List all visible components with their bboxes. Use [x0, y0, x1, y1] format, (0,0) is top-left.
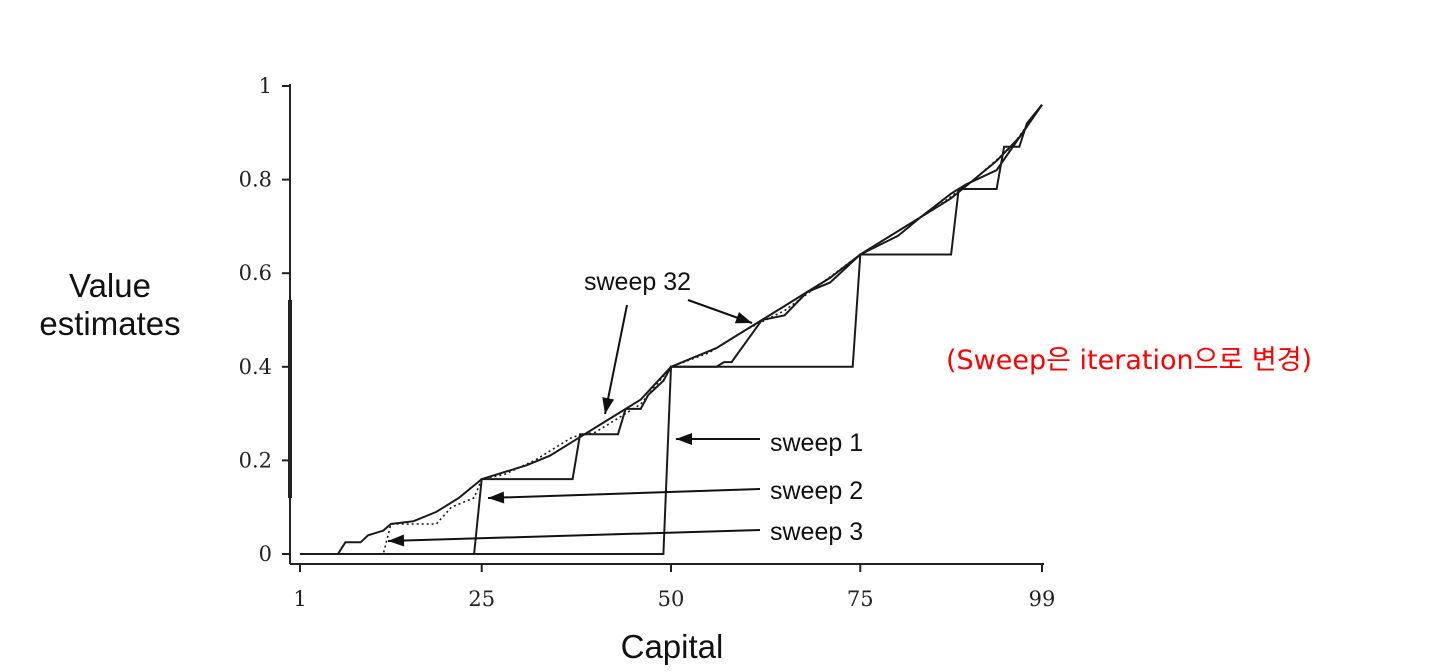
y-tick-label-2: 0.4 [239, 355, 272, 379]
x-tick-label-3: 75 [847, 587, 874, 611]
y-tick-label-4: 0.8 [239, 168, 272, 192]
x-tick-label-0: 1 [293, 587, 306, 611]
series-line-sweep-3 [300, 104, 1043, 555]
y-tick-label-1: 0.2 [239, 448, 272, 472]
x-tick-label-4: 99 [1029, 587, 1056, 611]
series-line-sweep-1 [300, 104, 1043, 555]
labels: Value estimates Capital sweep 32 sweep 1… [39, 267, 863, 665]
y-tick-label-3: 0.6 [239, 261, 272, 285]
annotation-arrows [387, 299, 761, 547]
arrow-sweep-32-b-head [734, 311, 752, 324]
y-axis-label-line-2: estimates [39, 305, 180, 342]
arrow-sweep-32-a-shaft [604, 304, 628, 415]
arrow-sweep-32-a-head [602, 397, 615, 414]
red-note: (Sweep은 iteration으로 변경) [946, 345, 1313, 376]
series-lines [300, 104, 1043, 555]
annotation-sweep-2: sweep 2 [770, 477, 863, 505]
axes: 0 0.2 0.4 0.6 0.8 1 1 25 50 75 99 [239, 74, 1056, 611]
y-axis-label-line-1: Value [69, 267, 151, 304]
arrow-sweep-1-head [676, 433, 692, 445]
annotation-sweep-1: sweep 1 [770, 429, 863, 457]
series-line-sweep-2 [300, 104, 1043, 555]
series-line-sweep-32 [300, 104, 1043, 555]
arrow-sweep-3-shaft [387, 529, 761, 542]
arrow-sweep-2-shaft [487, 488, 761, 499]
y-tick-label-5: 1 [259, 74, 272, 98]
x-tick-label-2: 50 [658, 587, 685, 611]
x-axis-label: Capital [621, 628, 724, 665]
annotation-sweep-32: sweep 32 [584, 268, 691, 296]
y-tick-label-0: 0 [259, 542, 272, 566]
annotation-sweep-3: sweep 3 [770, 518, 863, 546]
arrow-sweep-3-head [388, 534, 405, 547]
arrow-sweep-2-head [488, 491, 505, 504]
x-tick-label-1: 25 [468, 587, 495, 611]
